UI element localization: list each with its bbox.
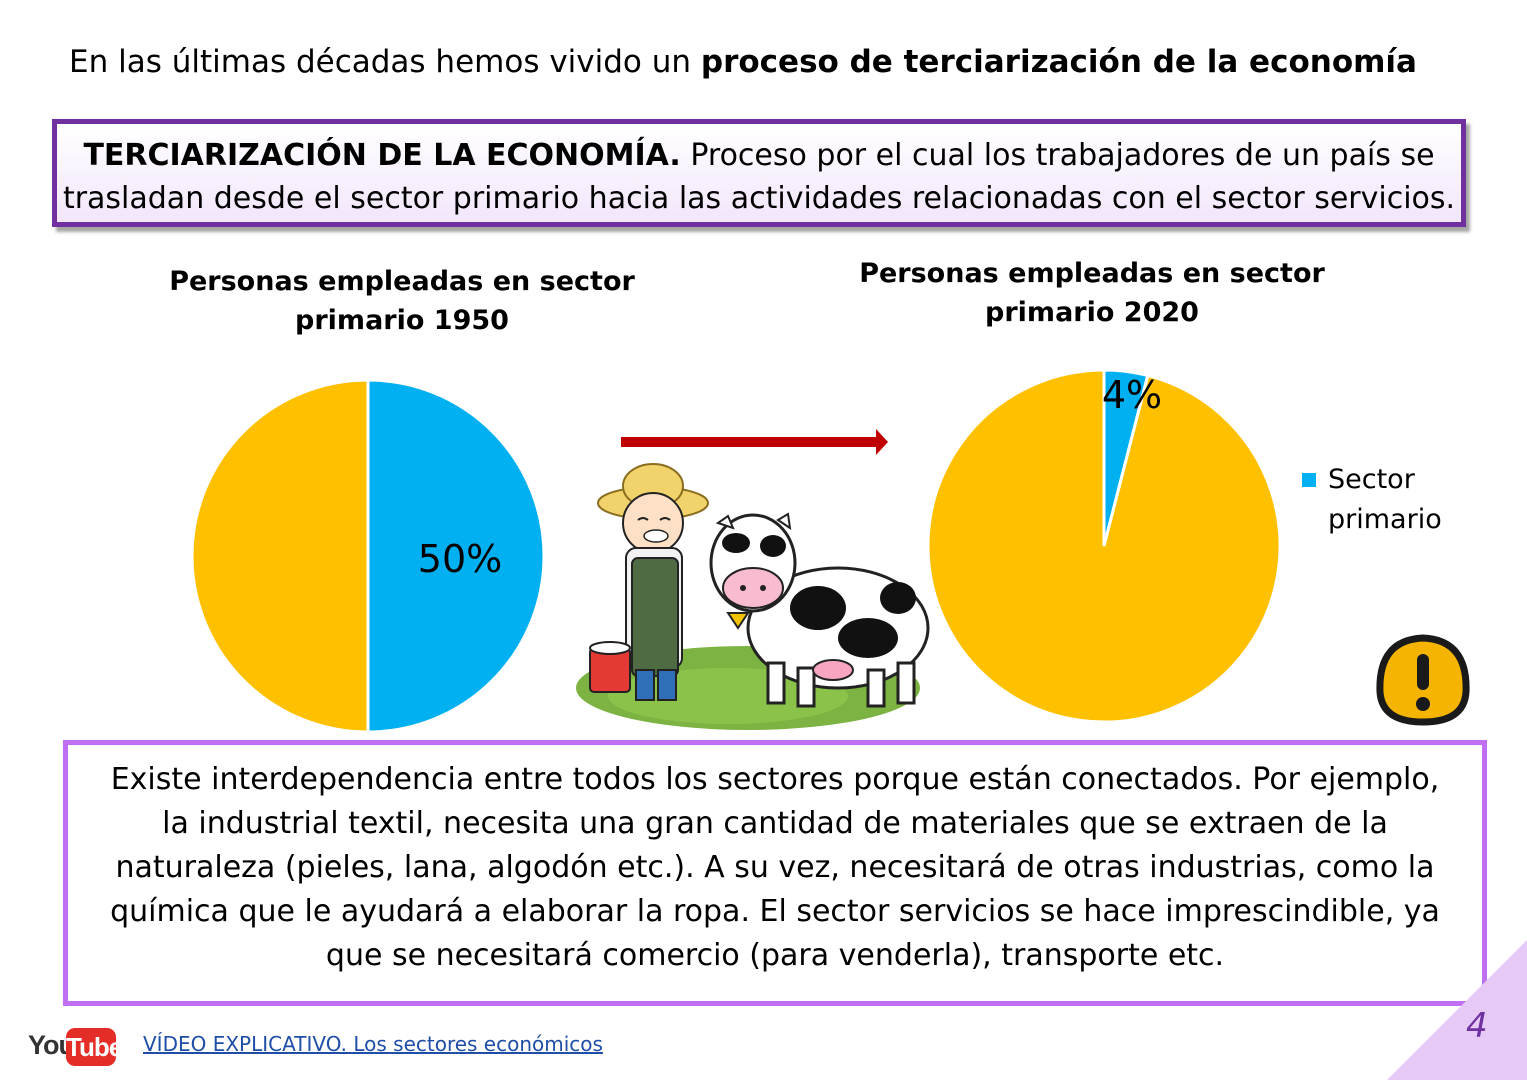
pie-chart-1950: 50% [190, 378, 546, 734]
right-arrow-icon [621, 429, 888, 455]
definition-text: Proceso por el cual los trabajadores de … [62, 138, 1456, 216]
info-text: Existe interdependencia entre todos los … [110, 762, 1440, 973]
pie-1-data-label: 4% [1102, 373, 1162, 417]
chart-title-1950: Personas empleadas en sector primario 19… [169, 266, 635, 336]
youtube-logo[interactable]: You Tube [28, 1026, 123, 1068]
definition-term: TERCIARIZACIÓN DE LA ECONOMÍA. [83, 138, 681, 173]
info-box: Existe interdependencia entre todos los … [63, 740, 1487, 1006]
warning-icon [1376, 634, 1470, 726]
pie-0-slice-0 [366, 378, 546, 734]
intro-plain: En las últimas décadas hemos vivido un [69, 44, 701, 80]
pie-1-slice-1 [926, 368, 1282, 724]
intro-bold: proceso de terciarización de la economía [700, 44, 1417, 80]
pie-chart-2020: 4% [926, 368, 1282, 724]
pie-0-data-label: 50% [418, 537, 502, 581]
legend-label: Sector primario [1328, 464, 1442, 535]
farmer-cow-illustration [576, 463, 930, 730]
corner-decoration [1387, 940, 1527, 1080]
intro-text: En las últimas décadas hemos vivido un p… [0, 42, 1486, 82]
pie-0-slice-1 [190, 378, 370, 734]
definition-box: TERCIARIZACIÓN DE LA ECONOMÍA. Proceso p… [52, 119, 1466, 227]
legend-swatch [1302, 473, 1316, 487]
youtube-logo-tube: Tube [66, 1028, 123, 1066]
chart-title-2020: Personas empleadas en sector primario 20… [859, 258, 1325, 328]
video-link[interactable]: VÍDEO EXPLICATIVO. Los sectores económic… [143, 1032, 603, 1056]
page-number: 4 [1466, 1006, 1488, 1046]
